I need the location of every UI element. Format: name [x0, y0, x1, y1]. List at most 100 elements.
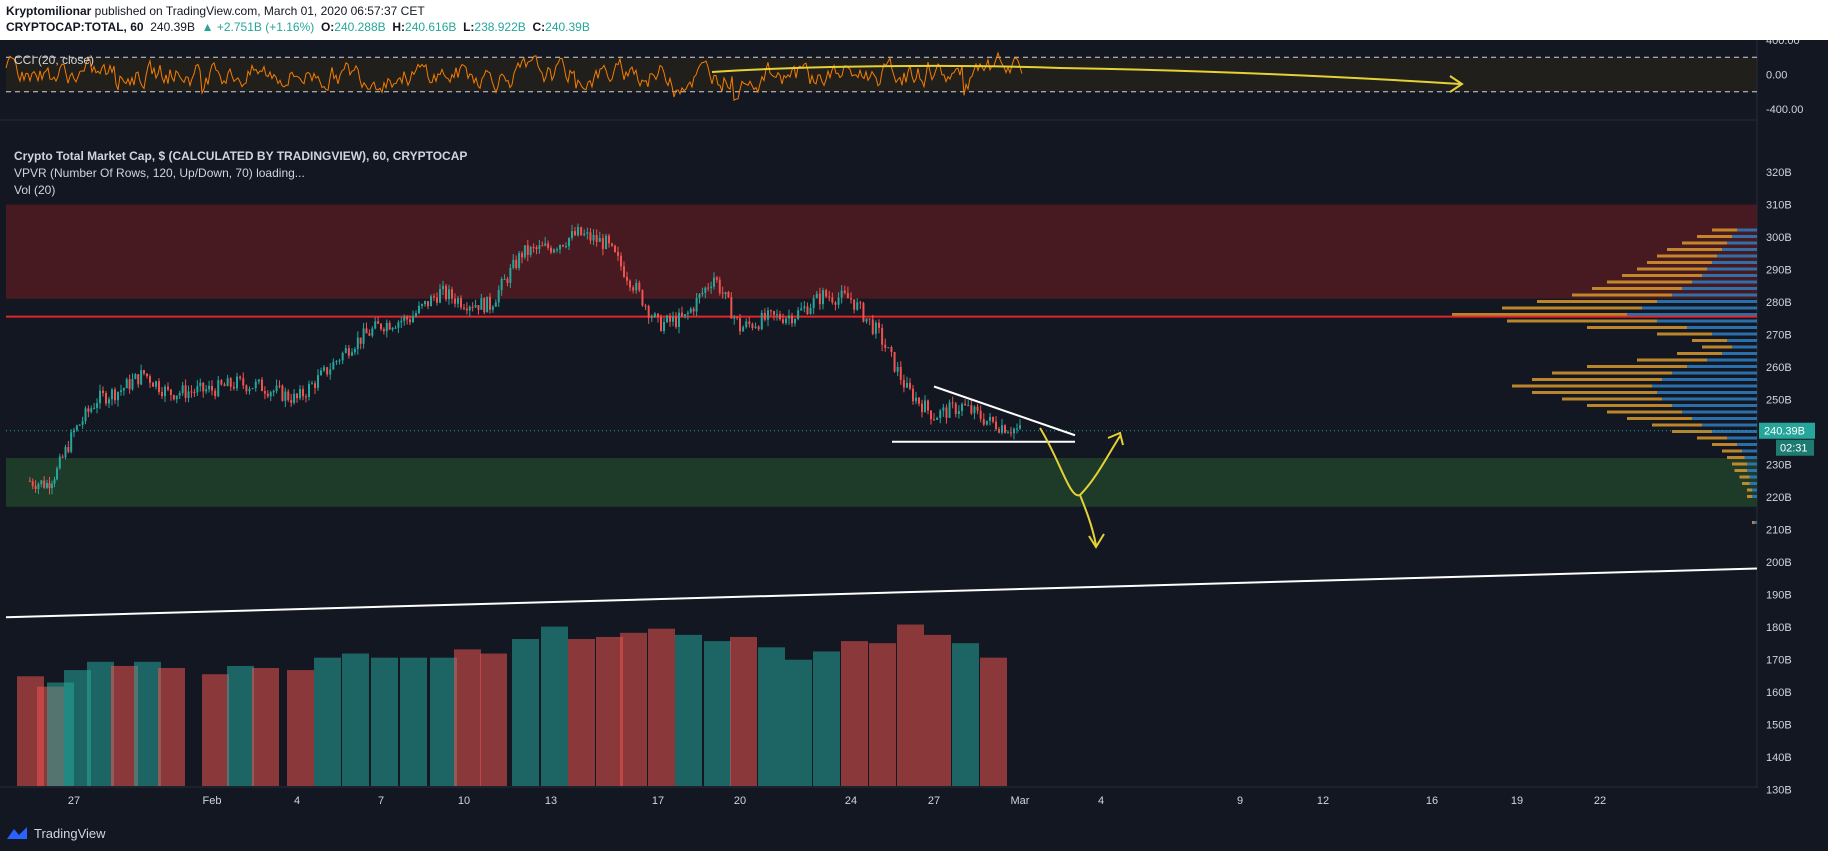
vpvr-row-down [1747, 488, 1752, 492]
candle-body [93, 407, 96, 409]
candle-body [394, 327, 397, 329]
open-value: 240.288B [334, 20, 386, 34]
candle-body [371, 328, 374, 336]
high-label: H: [392, 20, 406, 34]
candle-body [220, 380, 223, 385]
candle-body [586, 232, 589, 234]
candle-body [73, 430, 75, 433]
candle-body [893, 351, 896, 372]
candle-body [989, 416, 991, 421]
candle-body [684, 314, 686, 317]
candle-body [770, 310, 772, 312]
candle-body [806, 306, 809, 315]
candle-body [1019, 425, 1021, 429]
candle-body [152, 382, 154, 387]
candle-body [710, 286, 713, 288]
candle-body [64, 447, 67, 458]
candle-body [964, 403, 967, 406]
candle-body [125, 379, 128, 389]
time-tick-label: 16 [1426, 795, 1438, 807]
candle-body [43, 480, 46, 488]
price-tick-label: 180B [1766, 622, 1792, 634]
candle-body [992, 416, 994, 422]
vpvr-legend[interactable]: VPVR (Number Of Rows, 120, Up/Down, 70) … [14, 166, 305, 180]
candle-body [605, 235, 607, 249]
candle-body [454, 298, 456, 304]
candle-body [924, 400, 926, 413]
time-tick-label: 24 [845, 795, 857, 807]
time-tick-label: 22 [1594, 795, 1606, 807]
candle-body [902, 379, 905, 388]
candle-body [515, 259, 518, 268]
vpvr-row-down [1622, 274, 1702, 277]
candle-body [424, 301, 426, 305]
candle-body [70, 432, 73, 452]
candle-body [460, 298, 462, 308]
candle-body [223, 384, 226, 387]
candle-body [436, 297, 438, 303]
volume-bar [841, 641, 868, 786]
vpvr-row-down [1692, 339, 1727, 342]
candle-body [468, 306, 471, 311]
price-tick-label: 150B [1766, 720, 1792, 732]
vpvr-row-up [1672, 404, 1757, 407]
resistance-zone [6, 204, 1757, 299]
candle-body [650, 316, 653, 318]
candle-body [272, 390, 275, 393]
vpvr-row-up [1737, 443, 1757, 446]
candle-body [812, 298, 815, 309]
price-tick-label: 160B [1766, 687, 1792, 699]
volume-bar [158, 668, 185, 786]
candle-body [800, 308, 803, 311]
candle-body [698, 294, 701, 298]
candle-body [427, 301, 429, 307]
vpvr-row-up [1692, 417, 1757, 420]
price-change: ▲ +2.751B (+1.16%) [201, 20, 315, 34]
candle-body [521, 253, 523, 258]
price-candles [28, 223, 1021, 495]
cci-legend[interactable]: CCI (20, close) [14, 53, 95, 67]
main-series-legend[interactable]: Crypto Total Market Cap, $ (CALCULATED B… [14, 149, 468, 163]
vpvr-row-down [1722, 449, 1742, 453]
brand-name[interactable]: TradingView [34, 826, 106, 841]
candle-body [779, 314, 781, 320]
candle-body [887, 347, 890, 349]
candle-body [56, 468, 58, 480]
candle-body [918, 397, 920, 404]
candle-body [403, 316, 406, 321]
candle-body [617, 252, 619, 256]
chart-canvas[interactable]: 320B310B300B290B280B270B260B250B240B230B… [0, 40, 1828, 815]
candle-body [143, 370, 145, 374]
high-value: 240.616B [405, 20, 457, 34]
candle-body [465, 308, 468, 311]
volume-legend[interactable]: Vol (20) [14, 183, 56, 197]
price-tick-label: 220B [1766, 492, 1792, 504]
vpvr-row-up [1657, 391, 1757, 394]
candle-body [362, 328, 365, 344]
candle-body [660, 317, 662, 332]
candle-body [149, 376, 151, 383]
symbol-label[interactable]: CRYPTOCAP:TOTAL, 60 [6, 20, 144, 34]
candle-body [341, 352, 344, 361]
volume-bar [813, 651, 840, 786]
vpvr-row-up [1749, 475, 1757, 479]
candle-body [305, 396, 307, 398]
vpvr-row-up [1737, 228, 1757, 232]
candle-body [763, 312, 766, 320]
candle-body [767, 310, 769, 320]
price-tick-label: 290B [1766, 265, 1792, 277]
candle-body [122, 388, 125, 391]
time-tick-label: 4 [294, 795, 300, 807]
candle-body [226, 378, 229, 387]
candle-body [67, 447, 70, 452]
vpvr-row-up [1672, 293, 1757, 297]
candle-body [754, 326, 757, 328]
candle-body [663, 322, 665, 332]
candle-body [181, 385, 184, 394]
price-tick-label: 230B [1766, 460, 1792, 472]
volume-bar [952, 643, 979, 786]
candle-body [332, 361, 335, 370]
candle-body [896, 366, 899, 372]
author-name[interactable]: Kryptomilionar [6, 4, 92, 18]
volume-bar [596, 636, 623, 786]
